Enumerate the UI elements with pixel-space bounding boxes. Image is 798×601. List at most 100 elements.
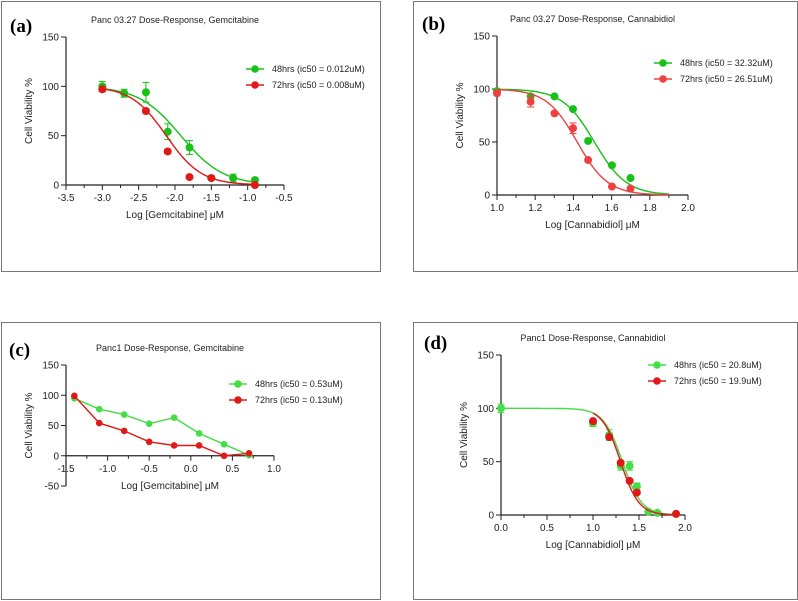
x-tick-label: 1.4 — [566, 203, 580, 214]
legend-label: 72hrs (ic50 = 19.9uM) — [674, 376, 762, 386]
chart-c: Panc1 Dose-Response, Gemcitabine -50 0 50 10… — [24, 343, 343, 493]
fit-curve-0 — [496, 88, 669, 195]
data-point — [584, 136, 593, 145]
x-tick-label: -3.5 — [57, 193, 75, 204]
x-tick-label: 1.5 — [632, 523, 646, 534]
fit-curve-0 — [501, 407, 677, 516]
panel-a: Panc 03.27 Dose-Response, Gemcitabine 0 50… — [1, 1, 381, 272]
y-tick-label: 150 — [477, 351, 494, 362]
chart-b: Panc 03.27 Dose-Response, Cannabidiol 0 50… — [455, 14, 773, 231]
data-point — [493, 89, 501, 98]
data-point — [145, 438, 153, 446]
data-point — [207, 174, 216, 183]
data-point — [250, 181, 259, 189]
fit-curve-1 — [102, 88, 255, 186]
data-point — [170, 442, 178, 449]
panel-d: Panc1 Dose-Response, Cannabidiol 0 50 100 15… — [413, 322, 798, 600]
data-point — [607, 161, 616, 170]
data-point — [220, 452, 228, 460]
x-tick-label: 0.5 — [540, 523, 554, 534]
data-point — [145, 420, 153, 427]
x-tick-label: -1.5 — [203, 193, 221, 204]
y-tick-label: -50 — [45, 482, 60, 493]
data-point — [195, 430, 203, 437]
x-tick-label: -0.5 — [275, 193, 293, 204]
y-tick-label: 50 — [483, 457, 495, 468]
x-tick-label: 1.2 — [528, 203, 542, 214]
data-point — [526, 97, 535, 106]
data-point — [163, 147, 172, 156]
legend-swatch-marker — [251, 65, 259, 73]
x-tick-label: 0.0 — [184, 464, 198, 475]
y-tick-label: 50 — [48, 131, 60, 142]
y-tick-label: 150 — [473, 32, 490, 43]
data-point — [550, 109, 559, 118]
y-tick-label: 50 — [48, 421, 60, 432]
y-tick-label: 0 — [53, 181, 59, 192]
data-point — [245, 450, 253, 457]
panel-label-a: (a) — [10, 16, 33, 37]
y-axis-label: Cell Viability % — [24, 78, 35, 144]
legend-swatch-marker — [251, 81, 259, 89]
legend-label: 72hrs (ic50 = 0.13uM) — [255, 395, 343, 405]
chart-d: Panc1 Dose-Response, Cannabidiol 0 50 100 15… — [459, 333, 762, 551]
x-axis-label: Log [Gemcitabine] μM — [126, 210, 224, 221]
y-tick-label: 0 — [53, 451, 59, 462]
fit-curve-0 — [102, 87, 256, 183]
data-point — [185, 173, 194, 182]
x-tick-label: -1.0 — [99, 464, 117, 475]
y-axis-label: Cell Viability % — [459, 402, 470, 468]
x-tick-label: -1.5 — [57, 464, 75, 475]
data-point — [170, 414, 178, 421]
data-point — [569, 105, 578, 114]
fit-curve-1 — [592, 412, 677, 516]
data-point — [589, 417, 597, 426]
data-point — [95, 419, 103, 427]
legend-label: 48hrs (ic50 = 0.53uM) — [255, 379, 343, 389]
x-tick-label: -2.5 — [130, 193, 148, 204]
data-point — [616, 458, 625, 467]
legend-swatch-marker — [234, 380, 242, 388]
x-tick-label: 0.0 — [494, 523, 508, 534]
data-point — [632, 482, 641, 491]
y-tick-label: 50 — [479, 138, 491, 149]
x-tick-label: -3.0 — [94, 193, 112, 204]
x-tick-label: 2.0 — [678, 523, 692, 534]
panel-label-d: (d) — [424, 333, 448, 354]
x-tick-label: 1.0 — [267, 464, 281, 475]
y-tick-label: 150 — [42, 361, 59, 372]
legend-swatch-marker — [653, 377, 661, 385]
x-tick-label: -2.0 — [166, 193, 184, 204]
x-tick-label: -0.5 — [141, 464, 159, 475]
chart-title: Panc 03.27 Dose-Response, Cannabidiol — [510, 14, 675, 24]
data-point — [672, 509, 681, 518]
data-point — [95, 405, 103, 413]
x-axis-label: Log [Gemcitabine] μM — [121, 481, 219, 492]
data-point — [141, 88, 150, 97]
y-tick-label: 100 — [42, 82, 59, 93]
y-tick-label: 100 — [477, 404, 494, 415]
y-tick-label: 100 — [42, 391, 59, 402]
y-tick-label: 150 — [42, 33, 59, 44]
x-tick-label: 1.0 — [586, 523, 600, 534]
x-axis-label: Log [Cannabidiol] μM — [546, 540, 641, 551]
data-point — [98, 85, 107, 94]
data-point — [625, 461, 634, 470]
data-point — [497, 404, 505, 413]
data-point — [584, 156, 593, 165]
legend-swatch-marker — [659, 75, 667, 83]
data-point — [632, 488, 641, 497]
data-point — [605, 433, 614, 442]
data-point — [626, 184, 635, 193]
panel-c: Panc1 Dose-Response, Gemcitabine -50 0 50 10… — [1, 322, 381, 600]
data-point — [229, 174, 238, 183]
data-point — [220, 440, 228, 448]
y-tick-label: 0 — [488, 511, 494, 522]
y-tick-label: 100 — [473, 85, 490, 96]
series-line-1 — [73, 395, 250, 457]
data-point — [195, 442, 203, 449]
legend-swatch-marker — [234, 396, 242, 404]
chart-a: Panc 03.27 Dose-Response, Gemcitabine 0 50… — [24, 15, 365, 221]
x-tick-label: 1.8 — [643, 203, 657, 214]
fit-curve-1 — [496, 88, 669, 196]
